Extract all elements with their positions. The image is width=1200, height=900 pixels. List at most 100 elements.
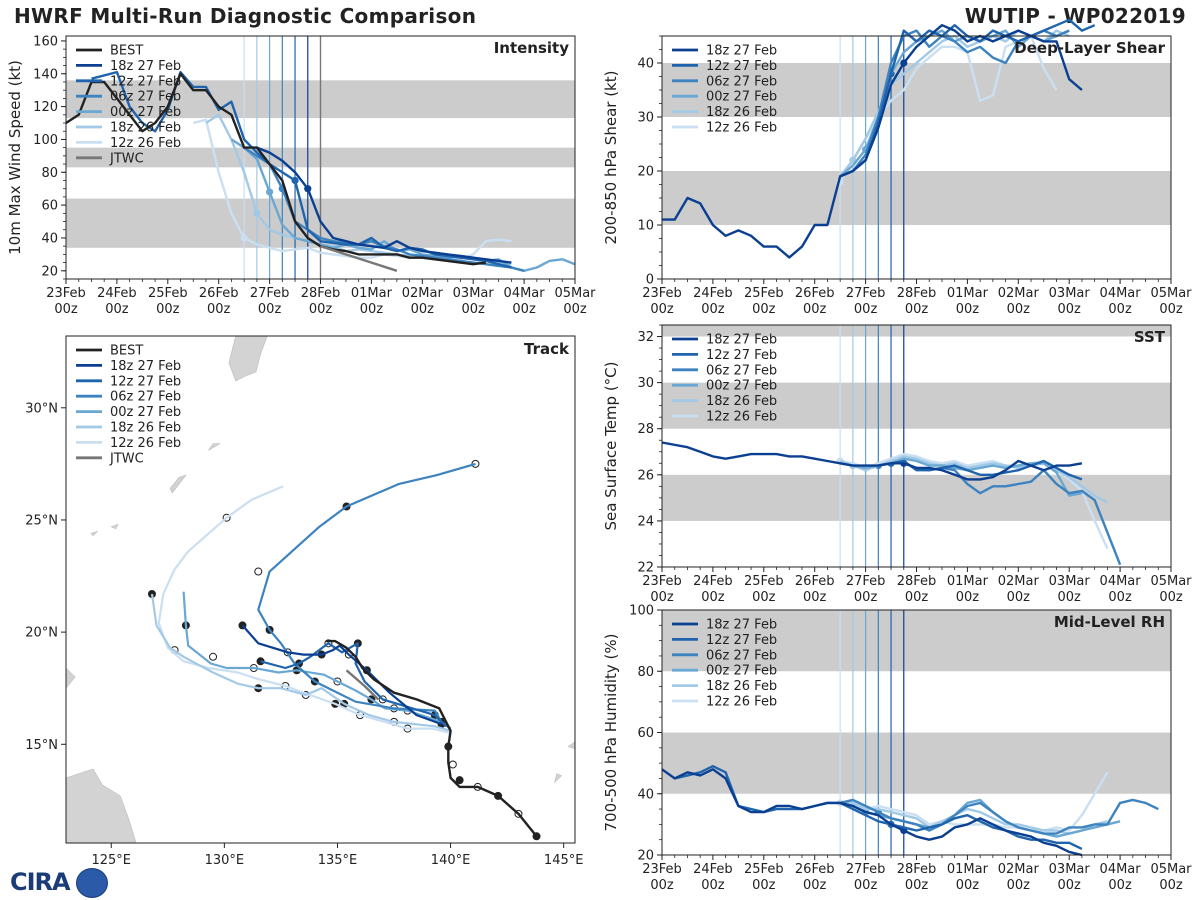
sst-legend-label: 12z 26 Feb — [706, 410, 777, 425]
intensity-plot-area — [66, 36, 575, 279]
sst-xtick-label: 23Feb — [642, 574, 682, 589]
shear-xtick-label: 24Feb — [693, 286, 733, 301]
sst-xtick-label: 26Feb — [795, 574, 835, 589]
sst-xtick-label: 00z — [1159, 590, 1183, 605]
sst-legend-label: 18z 26 Feb — [706, 394, 777, 409]
track-ytick-label: 25°N — [25, 513, 58, 528]
track-land — [90, 530, 98, 537]
track-legend-label: 12z 27 Feb — [110, 374, 181, 389]
sst-xtick-label: 00z — [701, 590, 725, 605]
intensity-xtick-label: 03Mar — [453, 286, 495, 301]
shear-xtick-label: 00z — [701, 302, 725, 317]
cira-logo-text: CIRA — [10, 868, 71, 896]
intensity-ytick-label: 140 — [33, 67, 58, 82]
track-series-line — [150, 593, 451, 732]
shear-xtick-label: 03Mar — [1049, 286, 1091, 301]
rh-xtick-label: 00z — [752, 878, 776, 893]
track-series-line — [241, 624, 442, 726]
sst-xtick-label: 00z — [803, 590, 827, 605]
sst-xtick-label: 01Mar — [947, 574, 989, 589]
shear-band — [662, 171, 1171, 225]
track-land — [208, 443, 221, 451]
track-land — [567, 741, 575, 750]
intensity-ytick-label: 100 — [33, 133, 58, 148]
shear-ytick-label: 40 — [637, 57, 654, 72]
shear-xtick-label: 26Feb — [795, 286, 835, 301]
sst-xtick-label: 00z — [1058, 590, 1082, 605]
rh-series-line — [661, 768, 1083, 857]
shear-xtick-label: 00z — [1007, 302, 1031, 317]
shear-legend-label: 06z 27 Feb — [706, 74, 777, 89]
track-land — [110, 523, 119, 530]
intensity-xtick-label: 00z — [360, 302, 384, 317]
shear-xtick-label: 04Mar — [1100, 286, 1142, 301]
intensity-ytick-label: 40 — [41, 231, 58, 246]
track-land — [554, 773, 562, 784]
sst-series-line — [890, 459, 1083, 481]
rh-ytick-label: 40 — [637, 787, 654, 802]
intensity-ylabel: 10m Max Wind Speed (kt) — [6, 60, 24, 255]
track-series-line — [260, 642, 447, 728]
sst-ytick-label: 32 — [637, 330, 654, 345]
track-jtwc-line — [345, 669, 380, 701]
sst-xtick-label: 00z — [905, 590, 929, 605]
track-legend-label: 06z 27 Feb — [110, 390, 181, 405]
rh-xtick-label: 24Feb — [693, 862, 733, 877]
sst-band — [662, 382, 1171, 429]
sst-xtick-label: 00z — [854, 590, 878, 605]
rh-legend-label: 12z 27 Feb — [706, 633, 777, 648]
sst-xtick-label: 24Feb — [693, 574, 733, 589]
intensity-xtick-label: 00z — [105, 302, 129, 317]
track-legend-label: BEST — [110, 344, 143, 359]
sst-xtick-label: 00z — [752, 590, 776, 605]
sst-xtick-label: 02Mar — [998, 574, 1040, 589]
track-land — [66, 768, 137, 843]
intensity-series-line — [256, 146, 512, 264]
sst-ytick-label: 22 — [637, 561, 654, 576]
rh-ylabel: 700-500 hPa Humidity (%) — [602, 633, 620, 831]
intensity-ytick-label: 20 — [41, 264, 58, 279]
rh-ytick-label: 20 — [637, 849, 654, 864]
shear-series-line — [662, 24, 1083, 259]
shear-xtick-label: 01Mar — [947, 286, 989, 301]
intensity-xtick-label: 00z — [207, 302, 231, 317]
sst-xtick-label: 04Mar — [1100, 574, 1142, 589]
rh-xtick-label: 00z — [803, 878, 827, 893]
rh-xtick-label: 02Mar — [998, 862, 1040, 877]
shear-ytick-label: 20 — [637, 165, 654, 180]
rh-xtick-label: 23Feb — [642, 862, 682, 877]
track-series-line — [157, 485, 451, 735]
intensity-legend-label: 06z 27 Feb — [110, 90, 181, 105]
shear-ytick-label: 10 — [637, 219, 654, 234]
intensity-xtick-label: 00z — [258, 302, 282, 317]
rh-xtick-label: 00z — [650, 878, 674, 893]
intensity-xtick-label: 04Mar — [504, 286, 546, 301]
intensity-best-line — [65, 72, 487, 266]
track-land — [228, 336, 268, 382]
sst-ytick-label: 28 — [637, 422, 654, 437]
rh-xtick-label: 05Mar — [1150, 862, 1192, 877]
track-xtick-label: 125°E — [91, 853, 131, 868]
rh-legend-label: 18z 27 Feb — [706, 618, 777, 633]
shear-legend-label: 18z 27 Feb — [706, 44, 777, 59]
rh-band — [662, 610, 1171, 672]
sst-xtick-label: 00z — [956, 590, 980, 605]
sst-band — [662, 474, 1171, 521]
rh-xtick-label: 25Feb — [744, 862, 784, 877]
track-land — [169, 474, 187, 494]
track-best-line — [326, 639, 538, 838]
track-ytick-label: 20°N — [25, 626, 58, 641]
rh-ytick-label: 80 — [637, 665, 654, 680]
shear-title: Deep-Layer Shear — [1014, 39, 1165, 57]
shear-legend-label: 12z 27 Feb — [706, 59, 777, 74]
sst-ylabel: Sea Surface Temp (°C) — [602, 361, 620, 530]
rh-xtick-label: 28Feb — [897, 862, 937, 877]
shear-xtick-label: 00z — [956, 302, 980, 317]
shear-xtick-label: 28Feb — [897, 286, 937, 301]
track-best-marker — [455, 776, 464, 785]
track-marker — [254, 567, 263, 576]
track-xtick-label: 135°E — [318, 853, 358, 868]
shear-legend-label: 18z 26 Feb — [706, 105, 777, 120]
shear-xtick-label: 00z — [752, 302, 776, 317]
